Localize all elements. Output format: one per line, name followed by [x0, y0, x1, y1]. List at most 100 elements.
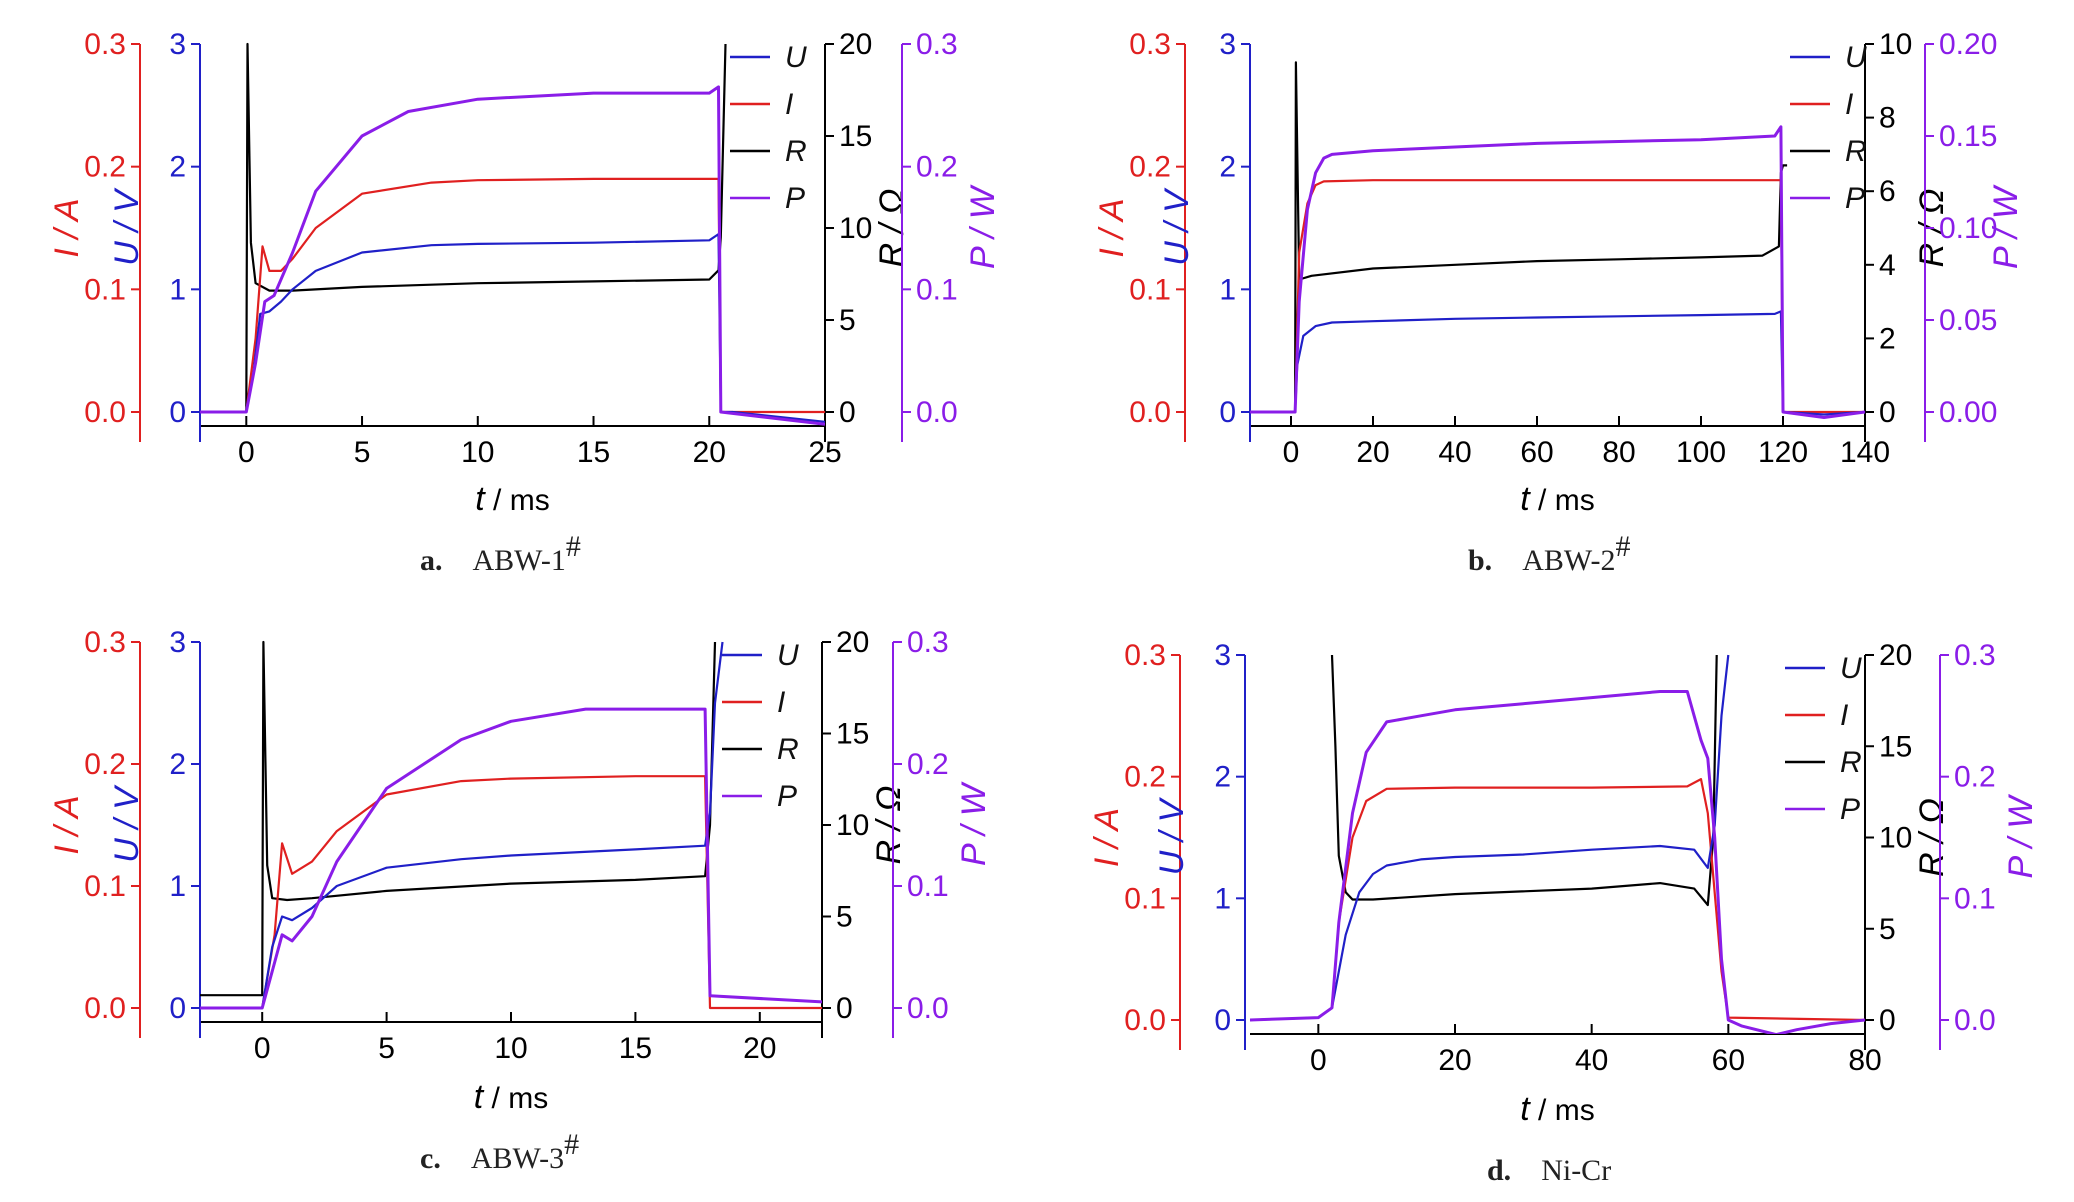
panel-caption-name: ABW-1	[473, 544, 566, 577]
y-tick-label-P: 0.10	[1939, 212, 1997, 245]
series-line-U	[200, 233, 825, 423]
x-axis-label: t / ms	[474, 1078, 548, 1116]
y-tick-label-P: 0.3	[907, 626, 949, 659]
legend-label-P: P	[777, 780, 797, 813]
x-axis-label: t / ms	[1520, 1090, 1594, 1128]
y-tick-label-R: 5	[836, 901, 853, 934]
x-axis-label-var: t	[474, 1078, 485, 1116]
y-axis-label-P: P / W	[964, 184, 1002, 269]
y-tick-label-I: 0.3	[1124, 639, 1166, 672]
legend-label-P: P	[1840, 793, 1860, 826]
panel-caption-sup: #	[564, 1128, 579, 1161]
x-tick-label: 80	[1602, 436, 1635, 469]
x-axis-label-var: t	[1520, 480, 1531, 518]
y-tick-label-I: 0.2	[84, 151, 126, 184]
y-tick-label-R: 5	[839, 304, 856, 337]
y-tick-label-I: 0.1	[84, 273, 126, 306]
series-line-P	[200, 707, 822, 1010]
panel-caption-name: Ni-Cr	[1541, 1154, 1611, 1187]
y-tick-label-U: 1	[1219, 273, 1236, 306]
legend-label-I: I	[1845, 88, 1853, 121]
y-tick-label-P: 0.20	[1939, 28, 1997, 61]
y-axis-label-U: U / V	[108, 187, 146, 266]
panel-caption-letter: a.	[420, 544, 443, 577]
y-tick-label-R: 10	[836, 809, 869, 842]
y-tick-label-I: 0.0	[1129, 396, 1171, 429]
y-tick-label-I: 0.2	[84, 748, 126, 781]
x-axis-label: t / ms	[475, 480, 549, 518]
series-line-U	[1250, 310, 1865, 416]
y-tick-label-I: 0.2	[1124, 761, 1166, 794]
series-line-I	[200, 775, 822, 1010]
y-axis-label-R: R / Ω	[1913, 798, 1951, 877]
y-tick-label-P: 0.2	[1954, 761, 1996, 794]
panel-c: 0 5 10 15 20 t / ms 0.0 0.1 0.2 0.3 I / A 0 1 2 3 U / V…	[48, 626, 993, 1175]
y-tick-label-I: 0.2	[1129, 151, 1171, 184]
y-axis-label-U: U / V	[1158, 187, 1196, 266]
y-tick-label-U: 1	[1214, 882, 1231, 915]
y-tick-label-R: 4	[1879, 249, 1896, 282]
y-tick-label-U: 2	[1219, 151, 1236, 184]
y-tick-label-R: 15	[836, 718, 869, 751]
y-tick-label-I: 0.3	[84, 28, 126, 61]
x-tick-label: 15	[619, 1032, 652, 1065]
y-tick-label-R: 15	[1879, 730, 1912, 763]
legend-label-I: I	[777, 686, 785, 719]
y-tick-label-R: 10	[1879, 28, 1912, 61]
y-tick-label-U: 2	[169, 748, 186, 781]
panel-caption: d. Ni-Cr	[1487, 1154, 1611, 1187]
legend-label-R: R	[785, 135, 807, 168]
y-tick-label-P: 0.0	[916, 396, 958, 429]
x-tick-label: 100	[1676, 436, 1726, 469]
y-tick-label-U: 2	[169, 151, 186, 184]
panel-caption-sup: #	[566, 530, 581, 563]
y-axis-label-R: R / Ω	[873, 189, 911, 268]
panel-caption-letter: c.	[420, 1142, 441, 1175]
y-axis-label-I: I / A	[48, 795, 86, 854]
y-tick-label-I: 0.0	[1124, 1004, 1166, 1037]
series-line-P	[200, 85, 825, 426]
x-tick-label: 40	[1438, 436, 1471, 469]
y-tick-label-P: 0.05	[1939, 304, 1997, 337]
y-tick-label-R: 2	[1879, 322, 1896, 355]
y-tick-label-P: 0.1	[1954, 882, 1996, 915]
y-tick-label-U: 1	[169, 273, 186, 306]
y-axis-label-P: P / W	[1987, 184, 2025, 269]
y-axis-label-U: U / V	[108, 784, 146, 863]
panel-caption-letter: d.	[1487, 1154, 1511, 1187]
series-line-R	[1250, 61, 1788, 414]
y-tick-label-I: 0.3	[1129, 28, 1171, 61]
y-tick-label-P: 0.1	[916, 273, 958, 306]
legend-label-U: U	[777, 639, 799, 672]
y-tick-label-R: 10	[1879, 822, 1912, 855]
y-tick-label-I: 0.3	[84, 626, 126, 659]
panel-caption: b. ABW-2#	[1468, 530, 1631, 577]
panel-caption: c. ABW-3#	[420, 1128, 579, 1175]
y-axis-label-I: I / A	[48, 198, 86, 257]
y-tick-label-R: 0	[1879, 1004, 1896, 1037]
series-line-I	[1250, 179, 1865, 414]
series-line-R	[200, 42, 727, 414]
y-tick-label-R: 20	[836, 626, 869, 659]
x-tick-label: 0	[1310, 1044, 1327, 1077]
y-tick-label-I: 0.0	[84, 992, 126, 1025]
y-tick-label-R: 20	[1879, 639, 1912, 672]
x-axis-label-var: t	[475, 480, 486, 518]
y-tick-label-U: 3	[169, 626, 186, 659]
y-tick-label-U: 0	[1219, 396, 1236, 429]
y-tick-label-P: 0.0	[907, 992, 949, 1025]
x-tick-label: 120	[1758, 436, 1808, 469]
y-tick-label-U: 0	[169, 992, 186, 1025]
y-tick-label-P: 0.15	[1939, 120, 1997, 153]
panel-caption-name: ABW-2	[1522, 544, 1615, 577]
y-axis-label-I: I / A	[1093, 198, 1131, 257]
y-tick-label-U: 3	[169, 28, 186, 61]
x-tick-label: 0	[254, 1032, 271, 1065]
series-line-U	[1250, 654, 1730, 1022]
y-tick-label-I: 0.1	[1129, 273, 1171, 306]
x-tick-label: 20	[1356, 436, 1389, 469]
y-tick-label-R: 10	[839, 212, 872, 245]
